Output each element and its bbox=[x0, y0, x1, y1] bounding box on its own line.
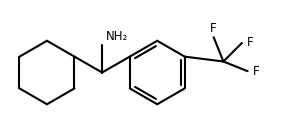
Text: F: F bbox=[247, 36, 254, 49]
Text: F: F bbox=[210, 23, 217, 36]
Text: NH₂: NH₂ bbox=[106, 30, 128, 43]
Text: F: F bbox=[253, 65, 259, 78]
